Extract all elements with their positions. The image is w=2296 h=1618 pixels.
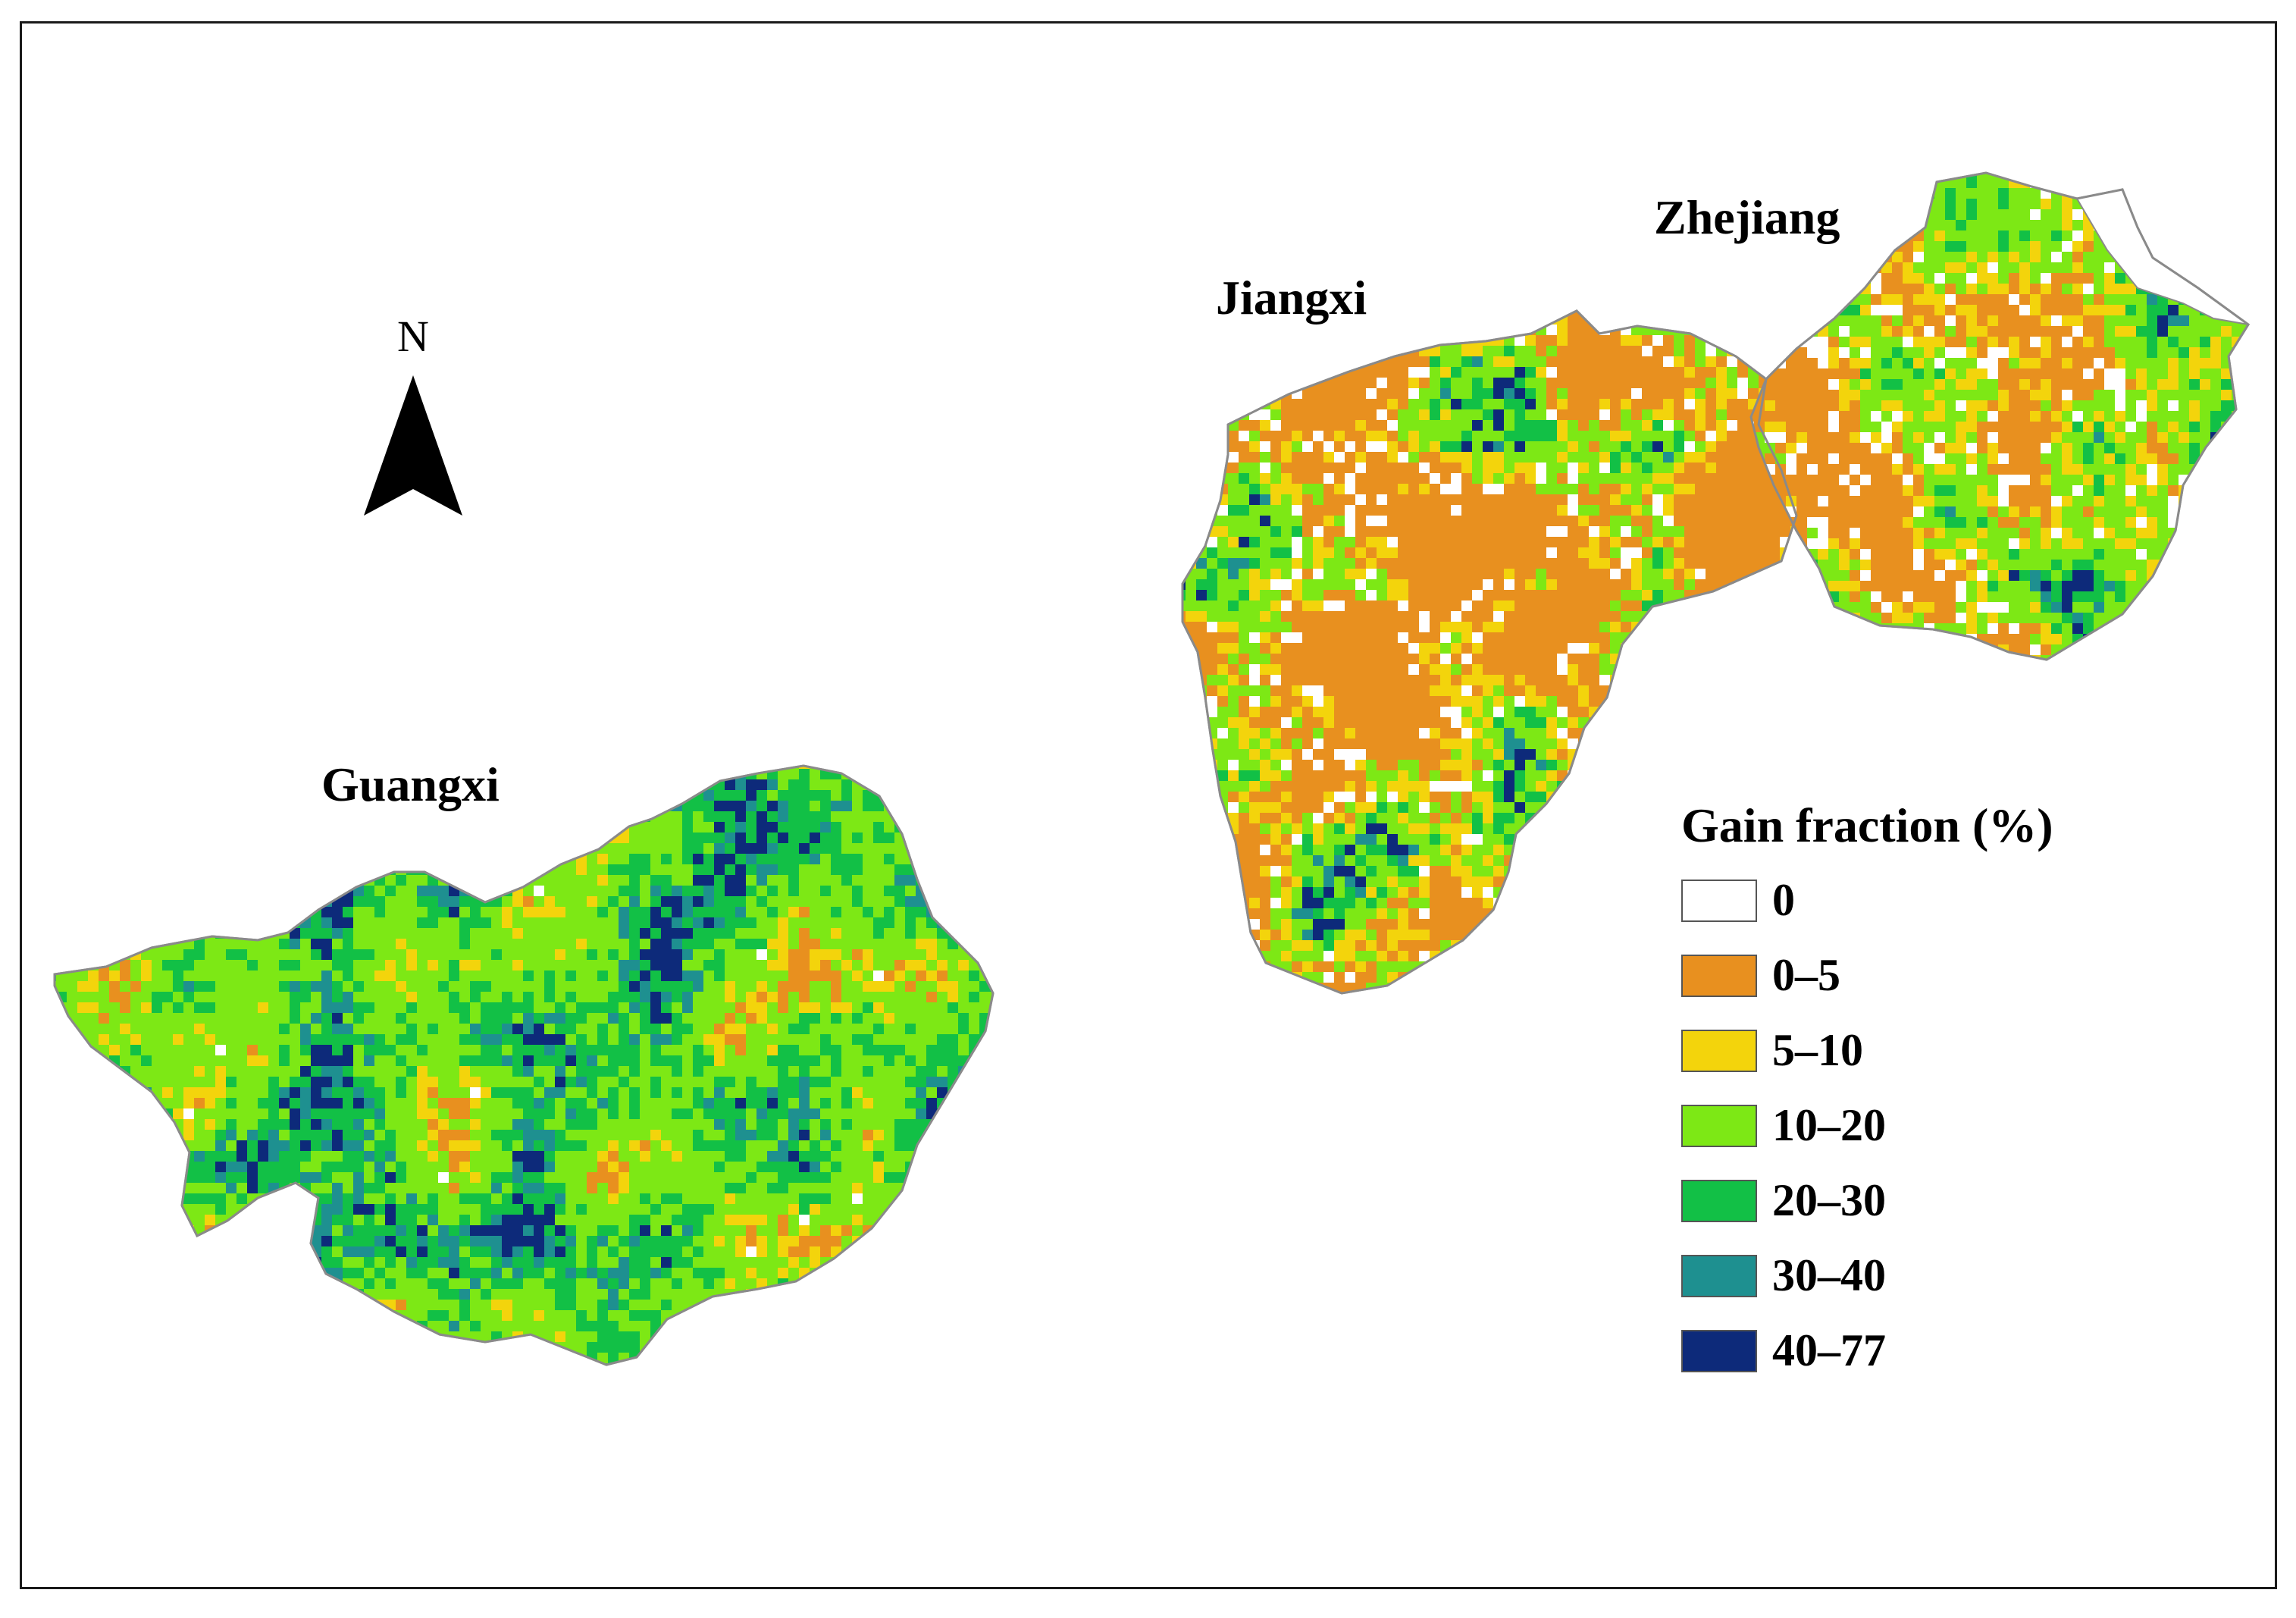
north-arrow-icon: [364, 375, 462, 516]
gain-fraction-raster: [55, 173, 2248, 1365]
legend-item: 5–10: [1681, 1013, 2053, 1088]
legend-label: 40–77: [1772, 1325, 1886, 1375]
north-label: N: [397, 312, 429, 361]
legend-label: 0: [1772, 875, 1795, 925]
region-label-guangxi: Guangxi: [321, 757, 500, 811]
map-frame: [20, 21, 2277, 1589]
legend-item: 0: [1681, 863, 2053, 938]
legend-swatch: [1681, 879, 1757, 922]
legend-swatch: [1681, 1179, 1757, 1222]
region-outline: [53, 764, 995, 1366]
region-label-jiangxi: Jiangxi: [1216, 271, 1367, 325]
legend-label: 10–20: [1772, 1100, 1886, 1150]
region-outline: [1749, 171, 2251, 661]
legend-item: 30–40: [1681, 1238, 2053, 1313]
legend-label: 5–10: [1772, 1025, 1863, 1075]
north-arrow: N: [356, 311, 470, 523]
legend-title: Gain fraction (%): [1681, 798, 2053, 852]
legend-label: 30–40: [1772, 1250, 1886, 1300]
legend-swatch: [1681, 1104, 1757, 1147]
region-label-zhejiang: Zhejiang: [1654, 190, 1840, 244]
legend-swatch: [1681, 954, 1757, 997]
legend-item: 40–77: [1681, 1313, 2053, 1388]
legend-item: 20–30: [1681, 1163, 2053, 1238]
legend-label: 0–5: [1772, 950, 1840, 1000]
legend-swatch: [1681, 1029, 1757, 1072]
legend-item: 10–20: [1681, 1088, 2053, 1163]
legend-item: 0–5: [1681, 938, 2053, 1013]
region-outline: [1181, 309, 1798, 995]
raster-guangxi: [55, 766, 993, 1365]
legend-swatch: [1681, 1329, 1757, 1372]
legend-label: 20–30: [1772, 1175, 1886, 1225]
legend-swatch: [1681, 1254, 1757, 1297]
legend: Gain fraction (%) 0 0–5 5–10 10–20 20–30…: [1681, 798, 2053, 1388]
